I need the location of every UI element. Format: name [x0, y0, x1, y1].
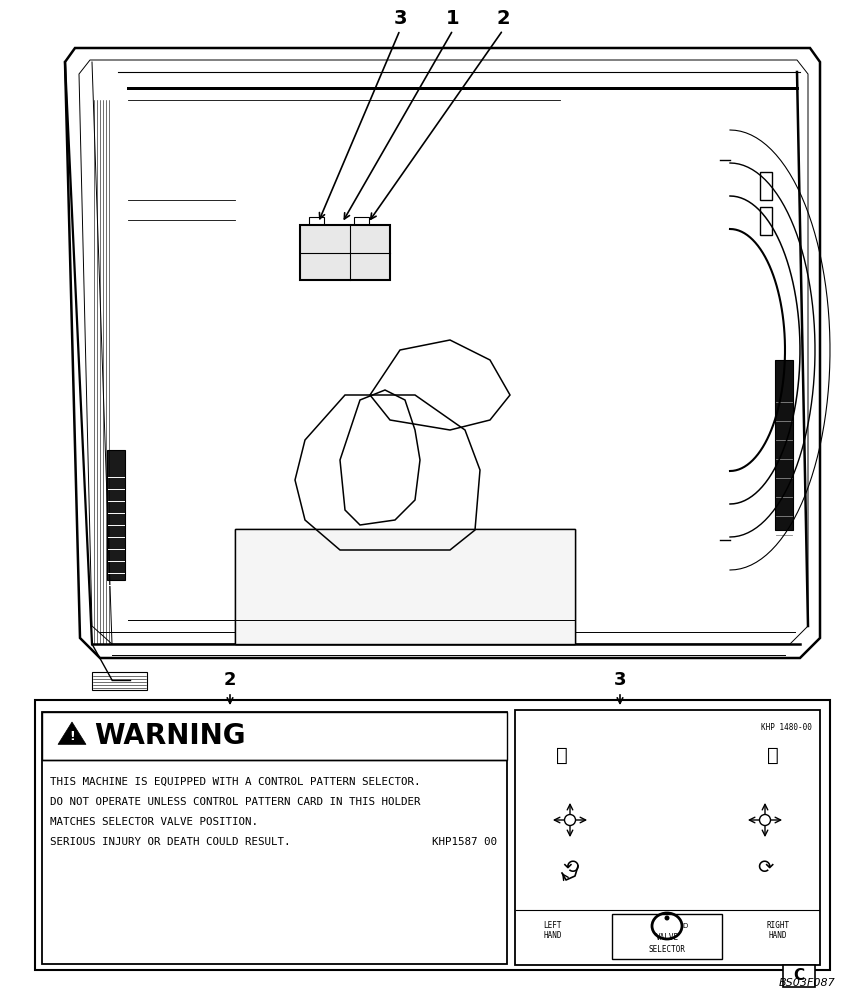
- Bar: [248, 572, 298, 610]
- Text: !: !: [69, 730, 75, 744]
- Circle shape: [564, 814, 575, 826]
- Bar: [309, 217, 324, 225]
- Bar: [107, 450, 125, 580]
- Polygon shape: [58, 722, 86, 744]
- Bar: [235, 529, 575, 644]
- Circle shape: [665, 916, 669, 920]
- Text: HAND: HAND: [544, 930, 562, 940]
- Text: LEFT: LEFT: [544, 920, 562, 930]
- Bar: [92, 672, 147, 690]
- Text: 3: 3: [393, 8, 407, 27]
- Text: DO NOT OPERATE UNLESS CONTROL PATTERN CARD IN THIS HOLDER: DO NOT OPERATE UNLESS CONTROL PATTERN CA…: [50, 797, 421, 807]
- Text: ⤾: ⤾: [556, 746, 568, 764]
- Text: C: C: [794, 968, 805, 984]
- Bar: [783, 965, 815, 987]
- Text: ⤿: ⤿: [767, 746, 779, 764]
- Text: WARNING: WARNING: [94, 722, 245, 750]
- Text: KHP 1480-00: KHP 1480-00: [761, 724, 812, 732]
- Bar: [354, 217, 369, 225]
- Bar: [760, 172, 772, 200]
- Text: 2: 2: [496, 8, 510, 27]
- Bar: [760, 207, 772, 235]
- Bar: [515, 710, 820, 965]
- Circle shape: [307, 607, 313, 613]
- Text: ⟲: ⟲: [562, 858, 578, 878]
- Bar: [235, 529, 575, 644]
- Bar: [775, 360, 793, 530]
- Text: BS03F087: BS03F087: [778, 978, 835, 988]
- Bar: [300, 225, 390, 280]
- Circle shape: [347, 607, 353, 613]
- Text: D: D: [682, 923, 688, 929]
- Text: VALVE: VALVE: [655, 932, 679, 942]
- Text: ⟳: ⟳: [757, 858, 773, 878]
- Circle shape: [467, 607, 473, 613]
- Circle shape: [427, 607, 433, 613]
- Bar: [42, 712, 507, 760]
- Text: KHP1587 00: KHP1587 00: [432, 837, 497, 847]
- Circle shape: [759, 814, 771, 826]
- Bar: [35, 700, 830, 970]
- Text: 2: 2: [224, 671, 236, 689]
- Bar: [42, 712, 507, 964]
- Text: 3: 3: [614, 671, 626, 689]
- Text: SELECTOR: SELECTOR: [648, 944, 685, 954]
- Text: 1: 1: [446, 8, 460, 27]
- Circle shape: [387, 607, 393, 613]
- Text: THIS MACHINE IS EQUIPPED WITH A CONTROL PATTERN SELECTOR.: THIS MACHINE IS EQUIPPED WITH A CONTROL …: [50, 777, 421, 787]
- Text: HAND: HAND: [769, 930, 787, 940]
- Text: SERIOUS INJURY OR DEATH COULD RESULT.: SERIOUS INJURY OR DEATH COULD RESULT.: [50, 837, 291, 847]
- Bar: [612, 914, 722, 959]
- Text: MATCHES SELECTOR VALVE POSITION.: MATCHES SELECTOR VALVE POSITION.: [50, 817, 258, 827]
- Bar: [252, 579, 270, 605]
- Bar: [274, 579, 292, 605]
- Text: RIGHT: RIGHT: [766, 920, 789, 930]
